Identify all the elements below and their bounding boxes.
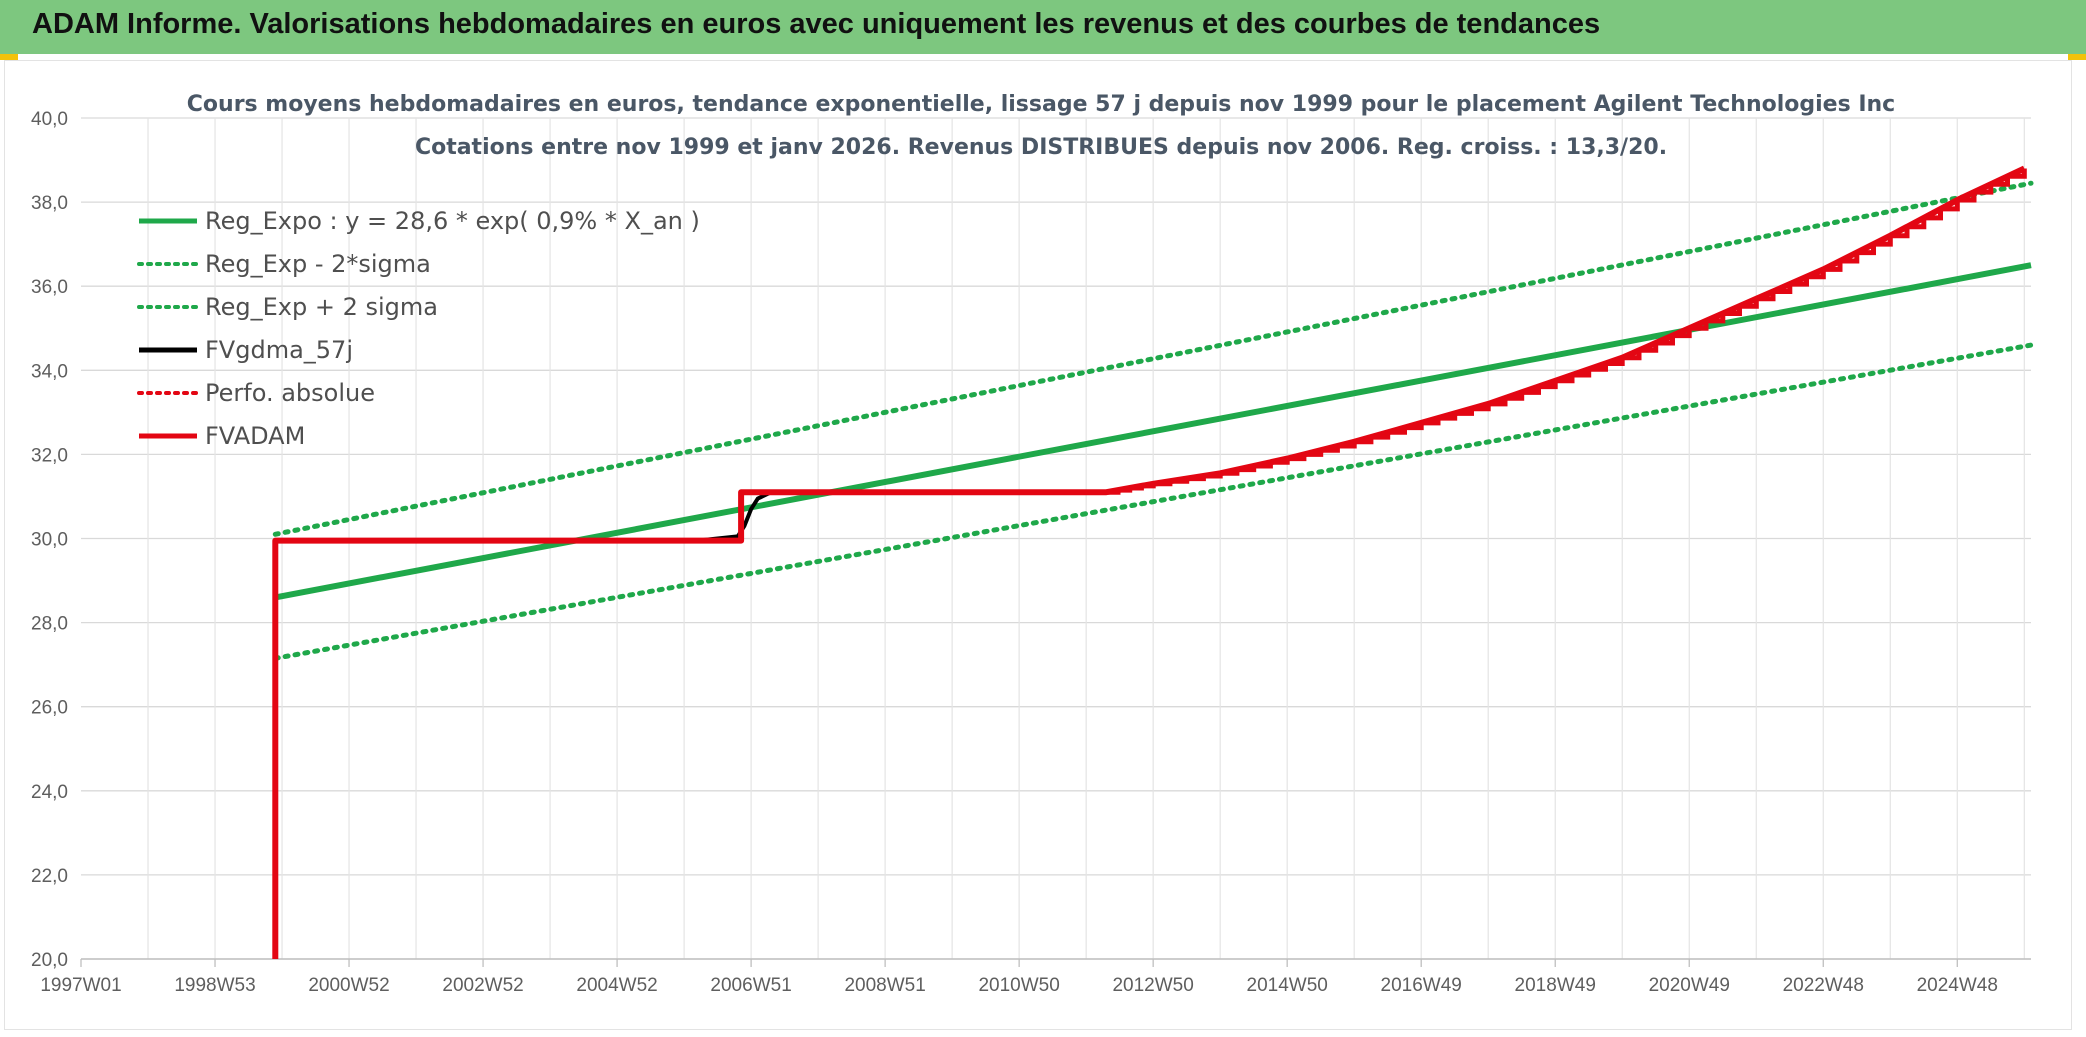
y-tick-label: 26,0 bbox=[31, 698, 68, 719]
corner-mark-right bbox=[2068, 54, 2086, 60]
series-line-reg_exp bbox=[272, 342, 2034, 661]
y-tick-label: 32,0 bbox=[31, 445, 68, 466]
y-tick-label: 20,0 bbox=[31, 950, 68, 971]
chart-title: Cours moyens hebdomadaires en euros, ten… bbox=[187, 92, 1895, 117]
x-tick-label: 2016W49 bbox=[1381, 975, 1462, 996]
x-tick-label: 2020W49 bbox=[1649, 975, 1730, 996]
series-line-reg_exp bbox=[272, 180, 2034, 537]
report-header: ADAM Informe. Valorisations hebdomadaire… bbox=[0, 0, 2086, 54]
legend-label: Reg_Exp + 2 sigma bbox=[205, 293, 438, 321]
legend-label: FVgdma_57j bbox=[205, 336, 353, 364]
line-chart: 20,0 22,0 24,0 26,0 28,0 30,0 32,0 34,0 36,0 38,0… bbox=[31, 92, 2034, 996]
x-tick-label: 2004W52 bbox=[576, 975, 657, 996]
legend-label: Reg_Expo : y = 28,6 * exp( 0,9% * X_an ) bbox=[205, 207, 700, 235]
x-tick-label: 2022W48 bbox=[1783, 975, 1864, 996]
y-tick-label: 30,0 bbox=[31, 530, 68, 551]
series-line-fvadam-steps bbox=[1106, 168, 2027, 495]
y-tick-label: 38,0 bbox=[31, 193, 68, 214]
x-tick-label: 2018W49 bbox=[1515, 975, 1596, 996]
x-tick-label: 2014W50 bbox=[1247, 975, 1328, 996]
legend-label: Reg_Exp - 2*sigma bbox=[205, 250, 431, 278]
report-title: ADAM Informe. Valorisations hebdomadaire… bbox=[32, 8, 1601, 40]
x-tick-label: 2024W48 bbox=[1917, 975, 1998, 996]
chart-subtitle: Cotations entre nov 1999 et janv 2026. R… bbox=[415, 135, 1667, 160]
y-tick-label: 36,0 bbox=[31, 277, 68, 298]
y-tick-label: 22,0 bbox=[31, 866, 68, 887]
corner-mark-left bbox=[0, 54, 18, 60]
x-tick-label: 1997W01 bbox=[40, 975, 121, 996]
x-tick-label: 1998W53 bbox=[174, 975, 255, 996]
x-tick-label: 2008W51 bbox=[844, 975, 925, 996]
y-tick-label: 24,0 bbox=[31, 782, 68, 803]
legend-label: FVADAM bbox=[205, 422, 305, 450]
x-tick-label: 2002W52 bbox=[442, 975, 523, 996]
x-tick-label: 2012W50 bbox=[1112, 975, 1193, 996]
y-tick-label: 34,0 bbox=[31, 361, 68, 382]
y-tick-label: 28,0 bbox=[31, 614, 68, 635]
x-tick-label: 2010W50 bbox=[978, 975, 1059, 996]
legend-label: Perfo. absolue bbox=[205, 379, 375, 407]
chart-area: 20,0 22,0 24,0 26,0 28,0 30,0 32,0 34,0 36,0 38,0… bbox=[4, 60, 2072, 1030]
x-tick-label: 2006W51 bbox=[710, 975, 791, 996]
y-tick-label: 40,0 bbox=[31, 109, 68, 130]
series-line-fvadam bbox=[272, 165, 2026, 959]
x-tick-label: 2000W52 bbox=[308, 975, 389, 996]
